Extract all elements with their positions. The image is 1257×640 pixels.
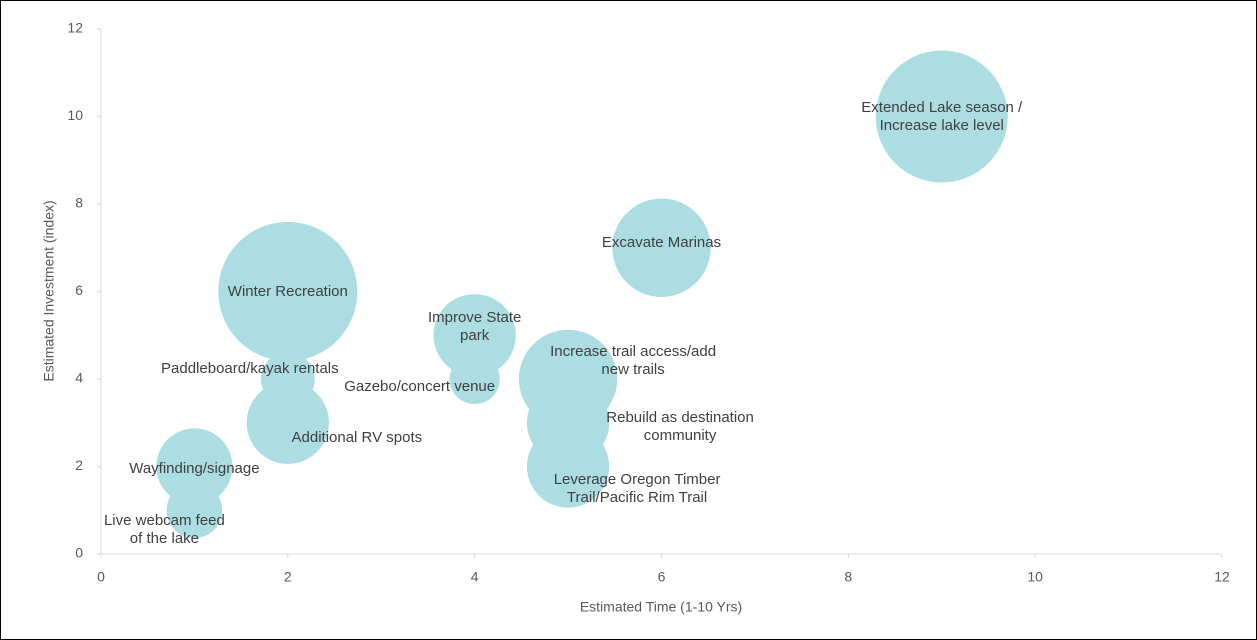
bubble <box>612 198 711 297</box>
data-label: Winter Recreation <box>227 282 348 300</box>
data-label: Rebuild as destination community <box>606 408 754 444</box>
x-tick-label: 0 <box>97 569 105 585</box>
y-tick-label: 8 <box>75 195 83 211</box>
y-axis-title: Estimated Investment (index) <box>41 200 57 381</box>
data-label: Increase trail access/add new trails <box>550 343 717 378</box>
data-label: Paddleboard/kayak rentals <box>161 360 339 377</box>
data-label: Leverage Oregon Timber Trail/Pacific Rim… <box>553 470 721 506</box>
data-label: Improve State park <box>427 309 522 345</box>
bubble <box>449 353 500 405</box>
y-tick-label: 0 <box>75 545 83 561</box>
bubble <box>875 50 1008 183</box>
x-tick-label: 6 <box>658 569 666 585</box>
y-tick-label: 12 <box>67 20 83 36</box>
bubble <box>246 381 329 464</box>
data-label: Gazebo/concert venue <box>344 378 496 395</box>
x-tick-label: 10 <box>1027 569 1043 585</box>
x-tick-label: 2 <box>284 569 292 585</box>
data-label: Excavate Marinas <box>601 233 722 251</box>
data-label: Wayfinding/signage <box>129 459 260 477</box>
x-tick-label: 12 <box>1214 569 1230 585</box>
data-label: Live webcam feed of the lake <box>103 512 225 548</box>
bubble <box>526 425 610 508</box>
x-tick-label: 8 <box>844 569 852 585</box>
data-label: Additional RV spots <box>291 428 423 446</box>
x-tick-label: 4 <box>471 569 479 585</box>
y-tick-label: 10 <box>67 107 83 123</box>
y-tick-label: 4 <box>75 370 83 386</box>
y-tick-label: 6 <box>75 282 83 298</box>
x-axis-title: Estimated Time (1-10 Yrs) <box>580 599 742 615</box>
bubble <box>433 294 516 377</box>
y-tick-label: 2 <box>75 457 83 473</box>
bubble <box>218 221 358 362</box>
bubble <box>166 482 223 539</box>
bubble <box>156 428 233 505</box>
data-label: Extended Lake season / Increase lake lev… <box>861 98 1023 134</box>
